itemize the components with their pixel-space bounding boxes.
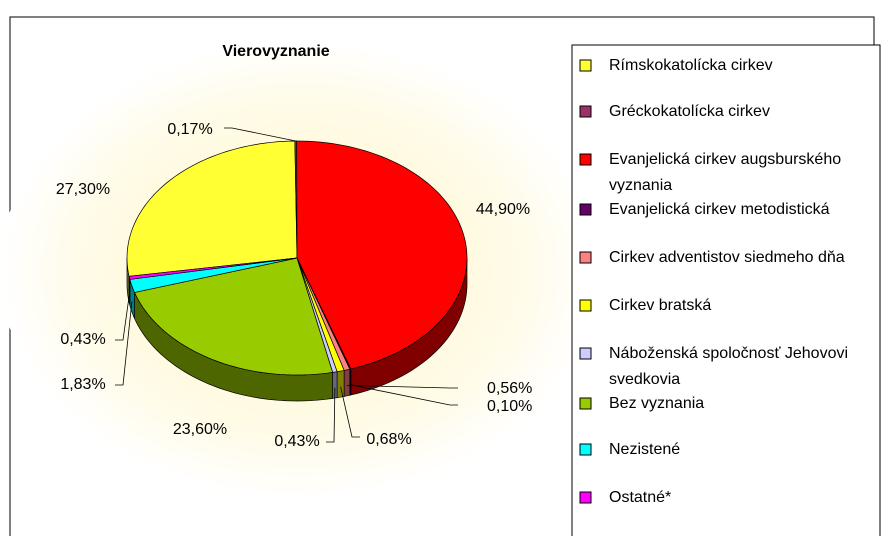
- data-label: 0,43%: [60, 331, 105, 348]
- legend-label: Evanjelická cirkev augsburského vyznania: [609, 151, 842, 194]
- leader-line: [340, 386, 360, 438]
- legend-swatch: [579, 59, 592, 72]
- leader-line: [224, 127, 296, 142]
- leader-line: [350, 384, 458, 406]
- leader-line: [115, 301, 133, 386]
- pie: [126, 140, 468, 402]
- slice: [296, 140, 468, 370]
- data-label: 0,10%: [487, 398, 532, 415]
- legend-swatch: [579, 105, 592, 118]
- legend-swatch: [579, 443, 592, 456]
- leader-line: [115, 293, 130, 341]
- slice-side: [128, 276, 131, 306]
- legend-label: Náboženská spoločnosť Jehovovi svedkovia: [609, 345, 849, 388]
- data-label: 0,56%: [487, 380, 532, 397]
- data-label: 0,17%: [167, 121, 212, 138]
- legend-swatch: [579, 153, 592, 166]
- data-label: 27,30%: [56, 181, 110, 198]
- legend-box: [571, 44, 881, 536]
- data-label: 0,43%: [274, 433, 319, 450]
- data-label: 44,90%: [476, 201, 530, 218]
- chart-title: Vierovyznanie: [222, 43, 329, 60]
- data-label: 0,68%: [366, 431, 411, 448]
- legend-label: Rímskokatolícka cirkev: [609, 57, 773, 74]
- legend-swatch: [579, 203, 592, 216]
- legend-swatch: [579, 299, 592, 312]
- legend-label: Evanjelická cirkev metodistická: [609, 201, 830, 218]
- legend-label: Cirkev adventistov siedmeho dňa: [609, 249, 845, 266]
- slice: [126, 140, 298, 277]
- slice: [134, 257, 334, 376]
- legend-swatch: [579, 397, 592, 410]
- legend-label: Bez vyznania: [609, 395, 705, 412]
- leader-line: [346, 385, 458, 389]
- legend-label: Cirkev bratská: [609, 297, 712, 314]
- legend-label: Ostatné*: [609, 489, 672, 506]
- data-label: 1,83%: [60, 376, 105, 393]
- slice-side: [343, 368, 351, 397]
- slice-side: [336, 369, 345, 399]
- leader-line: [326, 387, 336, 443]
- legend-label: Nezistené: [609, 441, 681, 458]
- legend-label: Gréckokatolícka cirkev: [609, 103, 770, 120]
- legend-swatch: [579, 491, 592, 504]
- legend-swatch: [579, 347, 592, 360]
- data-label: 23,60%: [173, 421, 227, 438]
- slice: [128, 257, 298, 280]
- legend-swatch: [579, 251, 592, 264]
